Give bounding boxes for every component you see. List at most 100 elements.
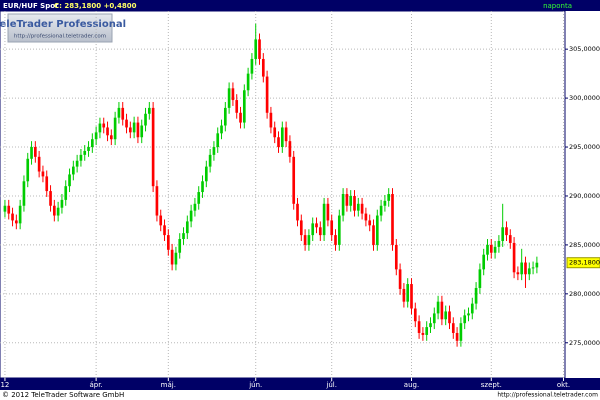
candle-body: [372, 225, 375, 245]
y-tick-label: 280,0000: [569, 290, 600, 298]
candle-body: [337, 215, 341, 245]
x-tick-label: jún.: [248, 381, 262, 389]
candle-body: [448, 311, 451, 324]
candle-body: [303, 235, 307, 245]
candle-body: [242, 90, 246, 123]
candle-body: [258, 39, 261, 59]
candle-body: [144, 113, 147, 126]
candle-body: [113, 117, 117, 140]
y-tick-label: 295,0000: [569, 143, 600, 151]
candle-body: [163, 225, 166, 236]
candle-body: [524, 262, 527, 275]
candle-body: [406, 284, 410, 302]
candle-body: [60, 199, 64, 208]
candle-body: [117, 107, 121, 118]
candle-body: [425, 327, 429, 335]
candle-body: [220, 125, 223, 134]
candle-body: [375, 215, 379, 245]
candle-body: [330, 220, 334, 236]
candle-body: [109, 135, 113, 140]
candle-body: [223, 107, 227, 126]
candle-body: [467, 313, 470, 316]
candle-body: [501, 227, 505, 241]
candle-body: [56, 207, 60, 216]
candle-body: [193, 203, 197, 211]
candle-body: [410, 284, 413, 309]
candle-body: [299, 220, 303, 236]
x-tick-label: szept.: [481, 381, 502, 389]
candle-body: [91, 139, 94, 148]
candle-body: [508, 235, 512, 243]
candle-body: [296, 203, 299, 221]
candle-body: [512, 242, 516, 273]
candle-body: [417, 321, 421, 333]
candle-body: [106, 127, 109, 136]
x-axis-bar: [0, 378, 600, 390]
candle-body: [250, 58, 254, 74]
candle-body: [121, 107, 125, 120]
candle-body: [254, 39, 258, 59]
y-tick-label: 305,0000: [569, 45, 600, 53]
y-tick-label: 275,0000: [569, 339, 600, 347]
candle-body: [413, 308, 417, 322]
candle-body: [68, 174, 71, 187]
candle-body: [345, 194, 349, 206]
candle-body: [147, 107, 151, 114]
candle-body: [429, 323, 432, 328]
quote: C: 283,1800 +0,4800: [54, 2, 137, 10]
candle-body: [155, 186, 159, 216]
candle-body: [383, 200, 387, 206]
candle-body: [34, 147, 37, 157]
candle-body: [41, 171, 45, 177]
candle-body: [402, 288, 406, 302]
logo-url: http://professional.teletrader.com: [14, 34, 106, 40]
candle-body: [478, 269, 482, 288]
candle-body: [531, 267, 535, 269]
footer-url: http://professional.teletrader.com: [497, 392, 598, 399]
candle-body: [15, 220, 18, 224]
candle-body: [128, 127, 132, 133]
candle-body: [356, 203, 360, 211]
candle-body: [277, 137, 280, 148]
last-price-box: [566, 257, 600, 269]
x-tick-label: okt.: [557, 381, 570, 389]
candle-body: [421, 332, 425, 335]
y-tick-label: 290,0000: [569, 192, 600, 200]
candle-body: [353, 195, 356, 211]
candle-body: [360, 203, 364, 214]
logo-name: TeleTrader Professional: [0, 19, 126, 30]
candle-body: [197, 192, 201, 204]
candle-body: [261, 58, 265, 77]
candle-body: [288, 141, 292, 157]
candle-body: [455, 332, 459, 341]
candle-body: [307, 235, 311, 245]
candle-body: [185, 221, 189, 234]
candle-body: [49, 191, 52, 206]
candle-body: [64, 186, 68, 200]
candle-body: [87, 147, 90, 151]
candle-body: [451, 323, 455, 333]
candle-body: [387, 194, 391, 201]
x-tick-label: aug.: [404, 381, 419, 389]
candle-body: [189, 210, 193, 222]
candle-body: [391, 194, 394, 245]
copyright: © 2012 TeleTrader Software GmbH: [2, 391, 124, 399]
candle-body: [444, 311, 448, 320]
candle-body: [379, 205, 383, 216]
candle-body: [516, 272, 520, 275]
candle-body: [315, 223, 318, 228]
candle-body: [79, 154, 83, 161]
y-tick-label: 285,0000: [569, 241, 600, 249]
candle-body: [394, 244, 398, 270]
x-tick-label: ápr.: [90, 381, 103, 389]
y-tick-label: 300,0000: [569, 94, 600, 102]
candle-body: [30, 147, 33, 159]
candle-body: [7, 205, 11, 214]
x-tick-label: máj.: [161, 381, 176, 389]
candle-body: [151, 107, 155, 187]
candle-body: [246, 73, 250, 91]
candle-body: [486, 244, 489, 255]
candle-body: [334, 235, 337, 245]
candle-body: [459, 323, 463, 341]
candle-body: [497, 240, 501, 247]
